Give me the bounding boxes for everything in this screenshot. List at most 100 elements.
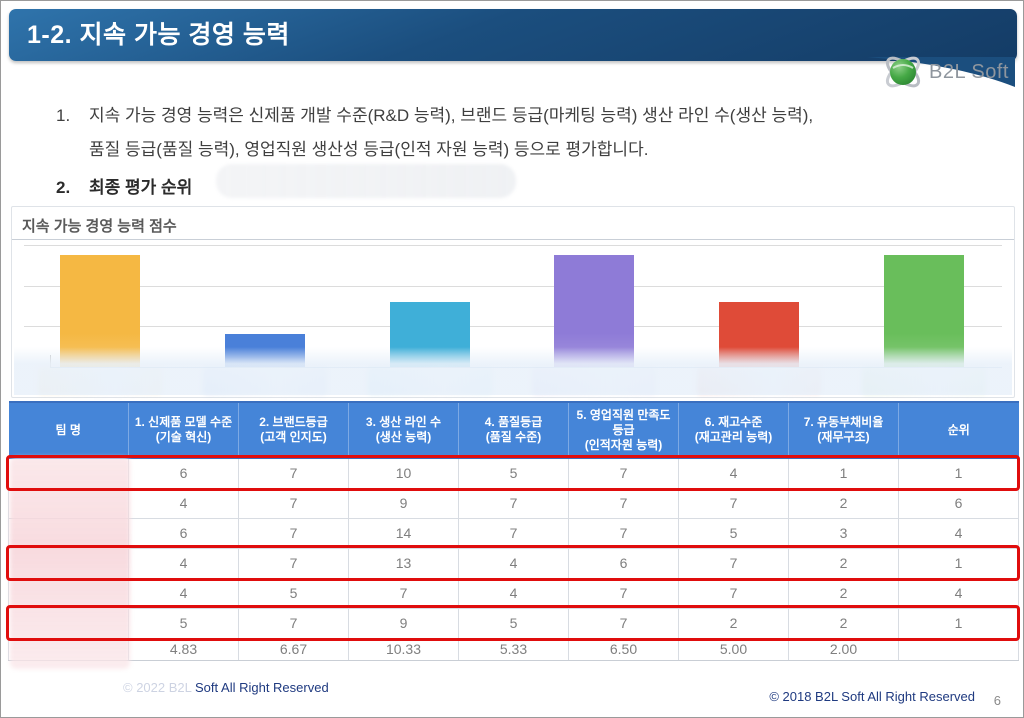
score-table: 팀 명 1. 신제품 모델 수준 (기술 혁신) 2. 브랜드등급 (고객 인지도) 3.… — [8, 401, 1019, 661]
table-cell: 5 — [238, 577, 349, 609]
table-cell: 7 — [568, 517, 679, 549]
table-cell: 1 — [898, 457, 1019, 489]
table-cell: 6.50 — [568, 637, 679, 661]
table-cell: 6 — [128, 457, 239, 489]
footer-left: © 2022 B2L Soft All Right Reserved — [123, 680, 329, 695]
table-cell: 4 — [898, 517, 1019, 549]
header-cell: 4. 품질등급 (품질 수준) — [458, 401, 569, 459]
table-cell: 4 — [458, 547, 569, 579]
footer-left-faded: © 2022 B2L — [123, 680, 192, 695]
table-cell: 10.33 — [348, 637, 459, 661]
table-cell: 7 — [568, 607, 679, 639]
intro-item-1-number: 1. — [56, 106, 71, 125]
table-cell: 7 — [678, 577, 789, 609]
table-cell: 2 — [788, 577, 899, 609]
table-cell: 5 — [128, 607, 239, 639]
table-cell: 4 — [678, 457, 789, 489]
table-cell: 1 — [898, 547, 1019, 579]
table-cell: 6 — [568, 547, 679, 579]
table-cell: 1 — [788, 457, 899, 489]
gridline — [24, 326, 1002, 327]
chart-plot — [12, 207, 1014, 397]
table-cell: 4 — [458, 577, 569, 609]
table-cell: 5 — [458, 607, 569, 639]
footer-left-clear: Soft All Right Reserved — [195, 680, 329, 695]
table-cell: 7 — [238, 547, 349, 579]
table-cell: 2 — [788, 607, 899, 639]
table-cell: 7 — [458, 487, 569, 519]
table-cell: 5 — [458, 457, 569, 489]
intro-item-1: 1. 지속 가능 경영 능력은 신제품 개발 수준(R&D 능력), 브랜드 등… — [56, 99, 996, 167]
table-cell: 7 — [458, 517, 569, 549]
table-cell: 7 — [678, 487, 789, 519]
table-cell: 7 — [238, 607, 349, 639]
gridline — [24, 245, 1002, 246]
redaction-blur-rank-text — [216, 164, 516, 198]
table-cell: 5.00 — [678, 637, 789, 661]
gridline — [24, 286, 1002, 287]
team-name-cell — [8, 637, 129, 661]
axis-redaction-band — [14, 347, 1012, 395]
title-band: 1-2. 지속 가능 경영 능력 — [9, 9, 1017, 61]
logo-text: B2L Soft — [929, 60, 1009, 83]
header-cell: 순위 — [898, 401, 1019, 459]
table-cell: 7 — [568, 487, 679, 519]
table-cell: 7 — [238, 517, 349, 549]
table-cell: 6 — [128, 517, 239, 549]
table-cell: 7 — [238, 457, 349, 489]
table-cell: 10 — [348, 457, 459, 489]
chart-title: 지속 가능 경영 능력 점수 — [22, 218, 177, 235]
table-cell: 14 — [348, 517, 459, 549]
intro-item-2-text: 최종 평가 순위 — [89, 178, 193, 197]
intro-item-2-number: 2. — [56, 178, 71, 197]
page-number: 6 — [993, 693, 1001, 708]
table-cell: 2.00 — [788, 637, 899, 661]
table-cell: 4 — [128, 547, 239, 579]
average-row: 4.83 6.67 10.33 5.33 6.50 5.00 2.00 — [8, 637, 1019, 661]
table-cell: 4.83 — [128, 637, 239, 661]
team-name-cell — [8, 517, 129, 549]
table-cell: 4 — [898, 577, 1019, 609]
table-cell: 7 — [568, 457, 679, 489]
footer-right: © 2018 B2L Soft All Right Reserved — [769, 689, 975, 704]
intro-item-2: 2. 최종 평가 순위 — [56, 171, 996, 205]
table-cell: 7 — [348, 577, 459, 609]
header-cell: 팀 명 — [8, 401, 129, 459]
table-cell: 6.67 — [238, 637, 349, 661]
table-cell: 2 — [788, 547, 899, 579]
header-cell: 6. 재고수준 (재고관리 능력) — [678, 401, 789, 459]
table-cell: 7 — [678, 547, 789, 579]
header-cell: 3. 생산 라인 수 (생산 능력) — [348, 401, 459, 459]
intro-list: 1. 지속 가능 경영 능력은 신제품 개발 수준(R&D 능력), 브랜드 등… — [56, 99, 996, 209]
table-cell: 9 — [348, 487, 459, 519]
table-row: 4 7 13 4 6 7 2 1 — [8, 547, 1019, 579]
table-cell: 5 — [678, 517, 789, 549]
table-cell: 1 — [898, 607, 1019, 639]
table-row: 6 7 14 7 7 5 3 4 — [8, 517, 1019, 549]
table-cell: 3 — [788, 517, 899, 549]
header-cell: 7. 유동부채비율 (재무구조) — [788, 401, 899, 459]
team-name-cell — [8, 607, 129, 639]
b2l-logo: B2L Soft — [881, 49, 1011, 95]
header-cell: 2. 브랜드등급 (고객 인지도) — [238, 401, 349, 459]
table-cell: 7 — [238, 487, 349, 519]
header-cell: 5. 영업직원 만족도 등급 (인적자원 능력) — [568, 401, 679, 459]
table-cell: 2 — [678, 607, 789, 639]
header-swoosh — [867, 57, 1015, 87]
table-cell — [898, 637, 1019, 661]
chart-panel: 지속 가능 경영 능력 점수 — [11, 206, 1015, 398]
chart-divider — [12, 239, 1014, 240]
globe-icon — [885, 56, 921, 88]
table-cell: 5.33 — [458, 637, 569, 661]
score-table-wrap: 팀 명 1. 신제품 모델 수준 (기술 혁신) 2. 브랜드등급 (고객 인지도) 3.… — [6, 401, 1020, 669]
intro-item-1-text: 지속 가능 경영 능력은 신제품 개발 수준(R&D 능력), 브랜드 등급(마… — [89, 106, 814, 159]
table-cell: 2 — [788, 487, 899, 519]
table-cell: 7 — [568, 577, 679, 609]
table-cell: 4 — [128, 577, 239, 609]
team-name-cell — [8, 487, 129, 519]
table-cell: 13 — [348, 547, 459, 579]
